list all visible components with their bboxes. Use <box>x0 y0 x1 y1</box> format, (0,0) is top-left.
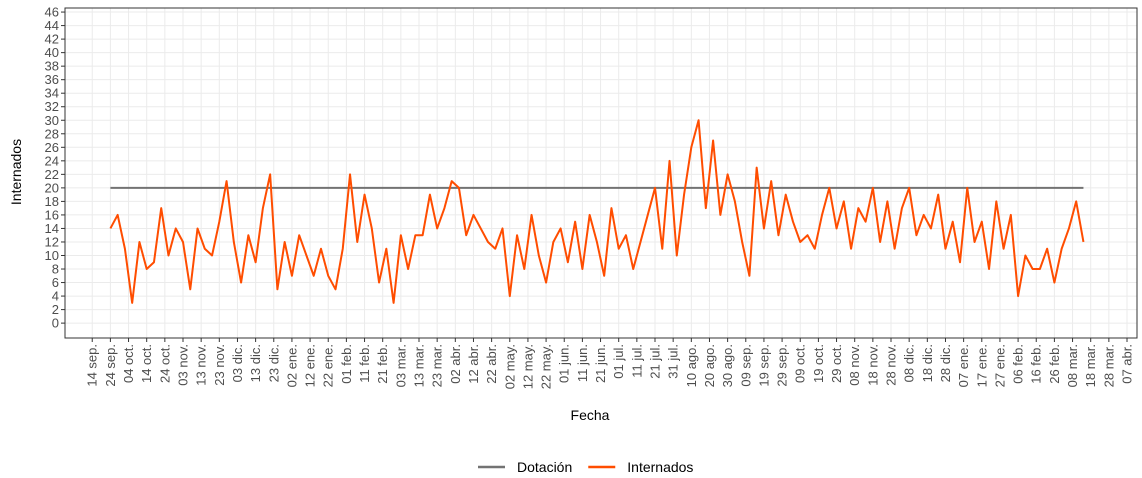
x-tick-label: 07 abr. <box>1120 344 1135 384</box>
x-tick-label: 27 ene. <box>992 344 1007 387</box>
x-tick-label: 12 may. <box>520 344 535 389</box>
x-tick-label: 11 jun. <box>575 344 590 382</box>
x-tick-label: 29 oct. <box>829 344 844 383</box>
x-tick-label: 21 feb. <box>375 344 390 384</box>
y-tick-label: 12 <box>45 234 59 249</box>
x-axis-label: Fecha <box>571 407 610 423</box>
x-tick-label: 18 nov. <box>865 344 880 386</box>
x-tick-label: 22 abr. <box>484 344 499 384</box>
x-tick-label: 04 oct. <box>121 344 136 383</box>
x-tick-label: 31 jul. <box>666 344 681 379</box>
y-tick-label: 42 <box>45 32 59 47</box>
x-tick-label: 13 nov. <box>194 344 209 386</box>
series-line <box>109 119 1085 304</box>
y-tick-label: 24 <box>45 153 59 168</box>
y-tick-label: 4 <box>52 289 59 304</box>
y-tick-label: 6 <box>52 275 59 290</box>
x-tick-label: 16 feb. <box>1029 344 1044 384</box>
y-tick-label: 14 <box>45 221 59 236</box>
x-tick-label: 03 mar. <box>393 344 408 387</box>
x-tick-label: 30 ago. <box>720 344 735 387</box>
x-tick-label: 09 sep. <box>738 344 753 387</box>
x-tick-label: 01 jun. <box>557 344 572 383</box>
x-tick-label: 07 ene. <box>956 344 971 387</box>
y-tick-label: 32 <box>45 99 59 114</box>
y-tick-label: 0 <box>52 316 59 331</box>
x-tick-label: 28 dic. <box>938 344 953 382</box>
x-tick-label: 03 nov. <box>176 344 191 386</box>
x-tick-label: 01 jul. <box>611 344 626 379</box>
x-tick-label: 02 abr. <box>448 344 463 384</box>
legend-label: Internados <box>627 459 693 475</box>
x-tick-label: 19 sep. <box>756 344 771 387</box>
x-tick-label: 21 jun. <box>593 344 608 383</box>
y-tick-label: 46 <box>45 5 59 20</box>
x-tick-label: 12 abr. <box>466 344 481 384</box>
x-tick-label: 29 sep. <box>775 344 790 387</box>
y-tick-label: 2 <box>52 302 59 317</box>
x-tick-label: 20 ago. <box>702 344 717 387</box>
y-tick-label: 20 <box>45 180 59 195</box>
x-tick-label: 21 jul. <box>648 344 663 379</box>
x-tick-label: 02 may. <box>502 344 517 389</box>
x-tick-label: 03 dic. <box>230 344 245 382</box>
y-tick-label: 18 <box>45 194 59 209</box>
x-tick-label: 13 mar. <box>412 344 427 387</box>
x-tick-label: 01 feb. <box>339 344 354 384</box>
x-tick-label: 24 sep. <box>103 344 118 387</box>
x-tick-label: 18 mar. <box>1083 344 1098 387</box>
y-tick-label: 26 <box>45 140 59 155</box>
y-tick-label: 16 <box>45 207 59 222</box>
y-tick-label: 30 <box>45 113 59 128</box>
x-tick-label: 14 oct. <box>139 344 154 383</box>
y-tick-label: 10 <box>45 248 59 263</box>
x-tick-label: 26 feb. <box>1047 344 1062 384</box>
x-tick-label: 23 mar. <box>430 344 445 387</box>
y-tick-label: 34 <box>45 86 59 101</box>
y-tick-label: 8 <box>52 262 59 277</box>
x-tick-label: 22 ene. <box>321 344 336 387</box>
x-tick-label: 28 nov. <box>884 344 899 386</box>
x-tick-label: 11 feb. <box>357 344 372 383</box>
x-tick-label: 23 dic. <box>266 344 281 382</box>
x-tick-label: 09 oct. <box>793 344 808 383</box>
y-tick-label: 44 <box>45 18 59 33</box>
x-tick-label: 17 ene. <box>974 344 989 387</box>
x-tick-label: 18 dic. <box>920 344 935 382</box>
x-tick-label: 13 dic. <box>248 344 263 382</box>
x-tick-label: 08 dic. <box>902 344 917 382</box>
y-axis-label: Internados <box>8 139 24 205</box>
x-tick-label: 28 mar. <box>1101 344 1116 387</box>
x-tick-label: 08 mar. <box>1065 344 1080 387</box>
x-tick-label: 10 ago. <box>684 344 699 387</box>
x-tick-label: 02 ene. <box>284 344 299 387</box>
plot-border <box>64 7 1138 339</box>
x-tick-label: 24 oct. <box>157 344 172 383</box>
x-tick-label: 08 nov. <box>847 344 862 386</box>
x-tick-label: 14 sep. <box>85 344 100 387</box>
y-tick-label: 40 <box>45 45 59 60</box>
x-tick-label: 12 ene. <box>303 344 318 387</box>
legend-label: Dotación <box>517 459 572 475</box>
x-tick-label: 23 nov. <box>212 344 227 386</box>
y-tick-label: 28 <box>45 126 59 141</box>
legend: Dotación Internados <box>478 459 693 475</box>
x-tick-label: 19 oct. <box>811 344 826 383</box>
y-tick-label: 22 <box>45 167 59 182</box>
x-tick-label: 11 jul. <box>629 344 644 378</box>
y-tick-label: 38 <box>45 59 59 74</box>
x-tick-label: 06 feb. <box>1011 344 1026 384</box>
x-tick-label: 22 may. <box>539 344 554 389</box>
y-tick-label: 36 <box>45 72 59 87</box>
